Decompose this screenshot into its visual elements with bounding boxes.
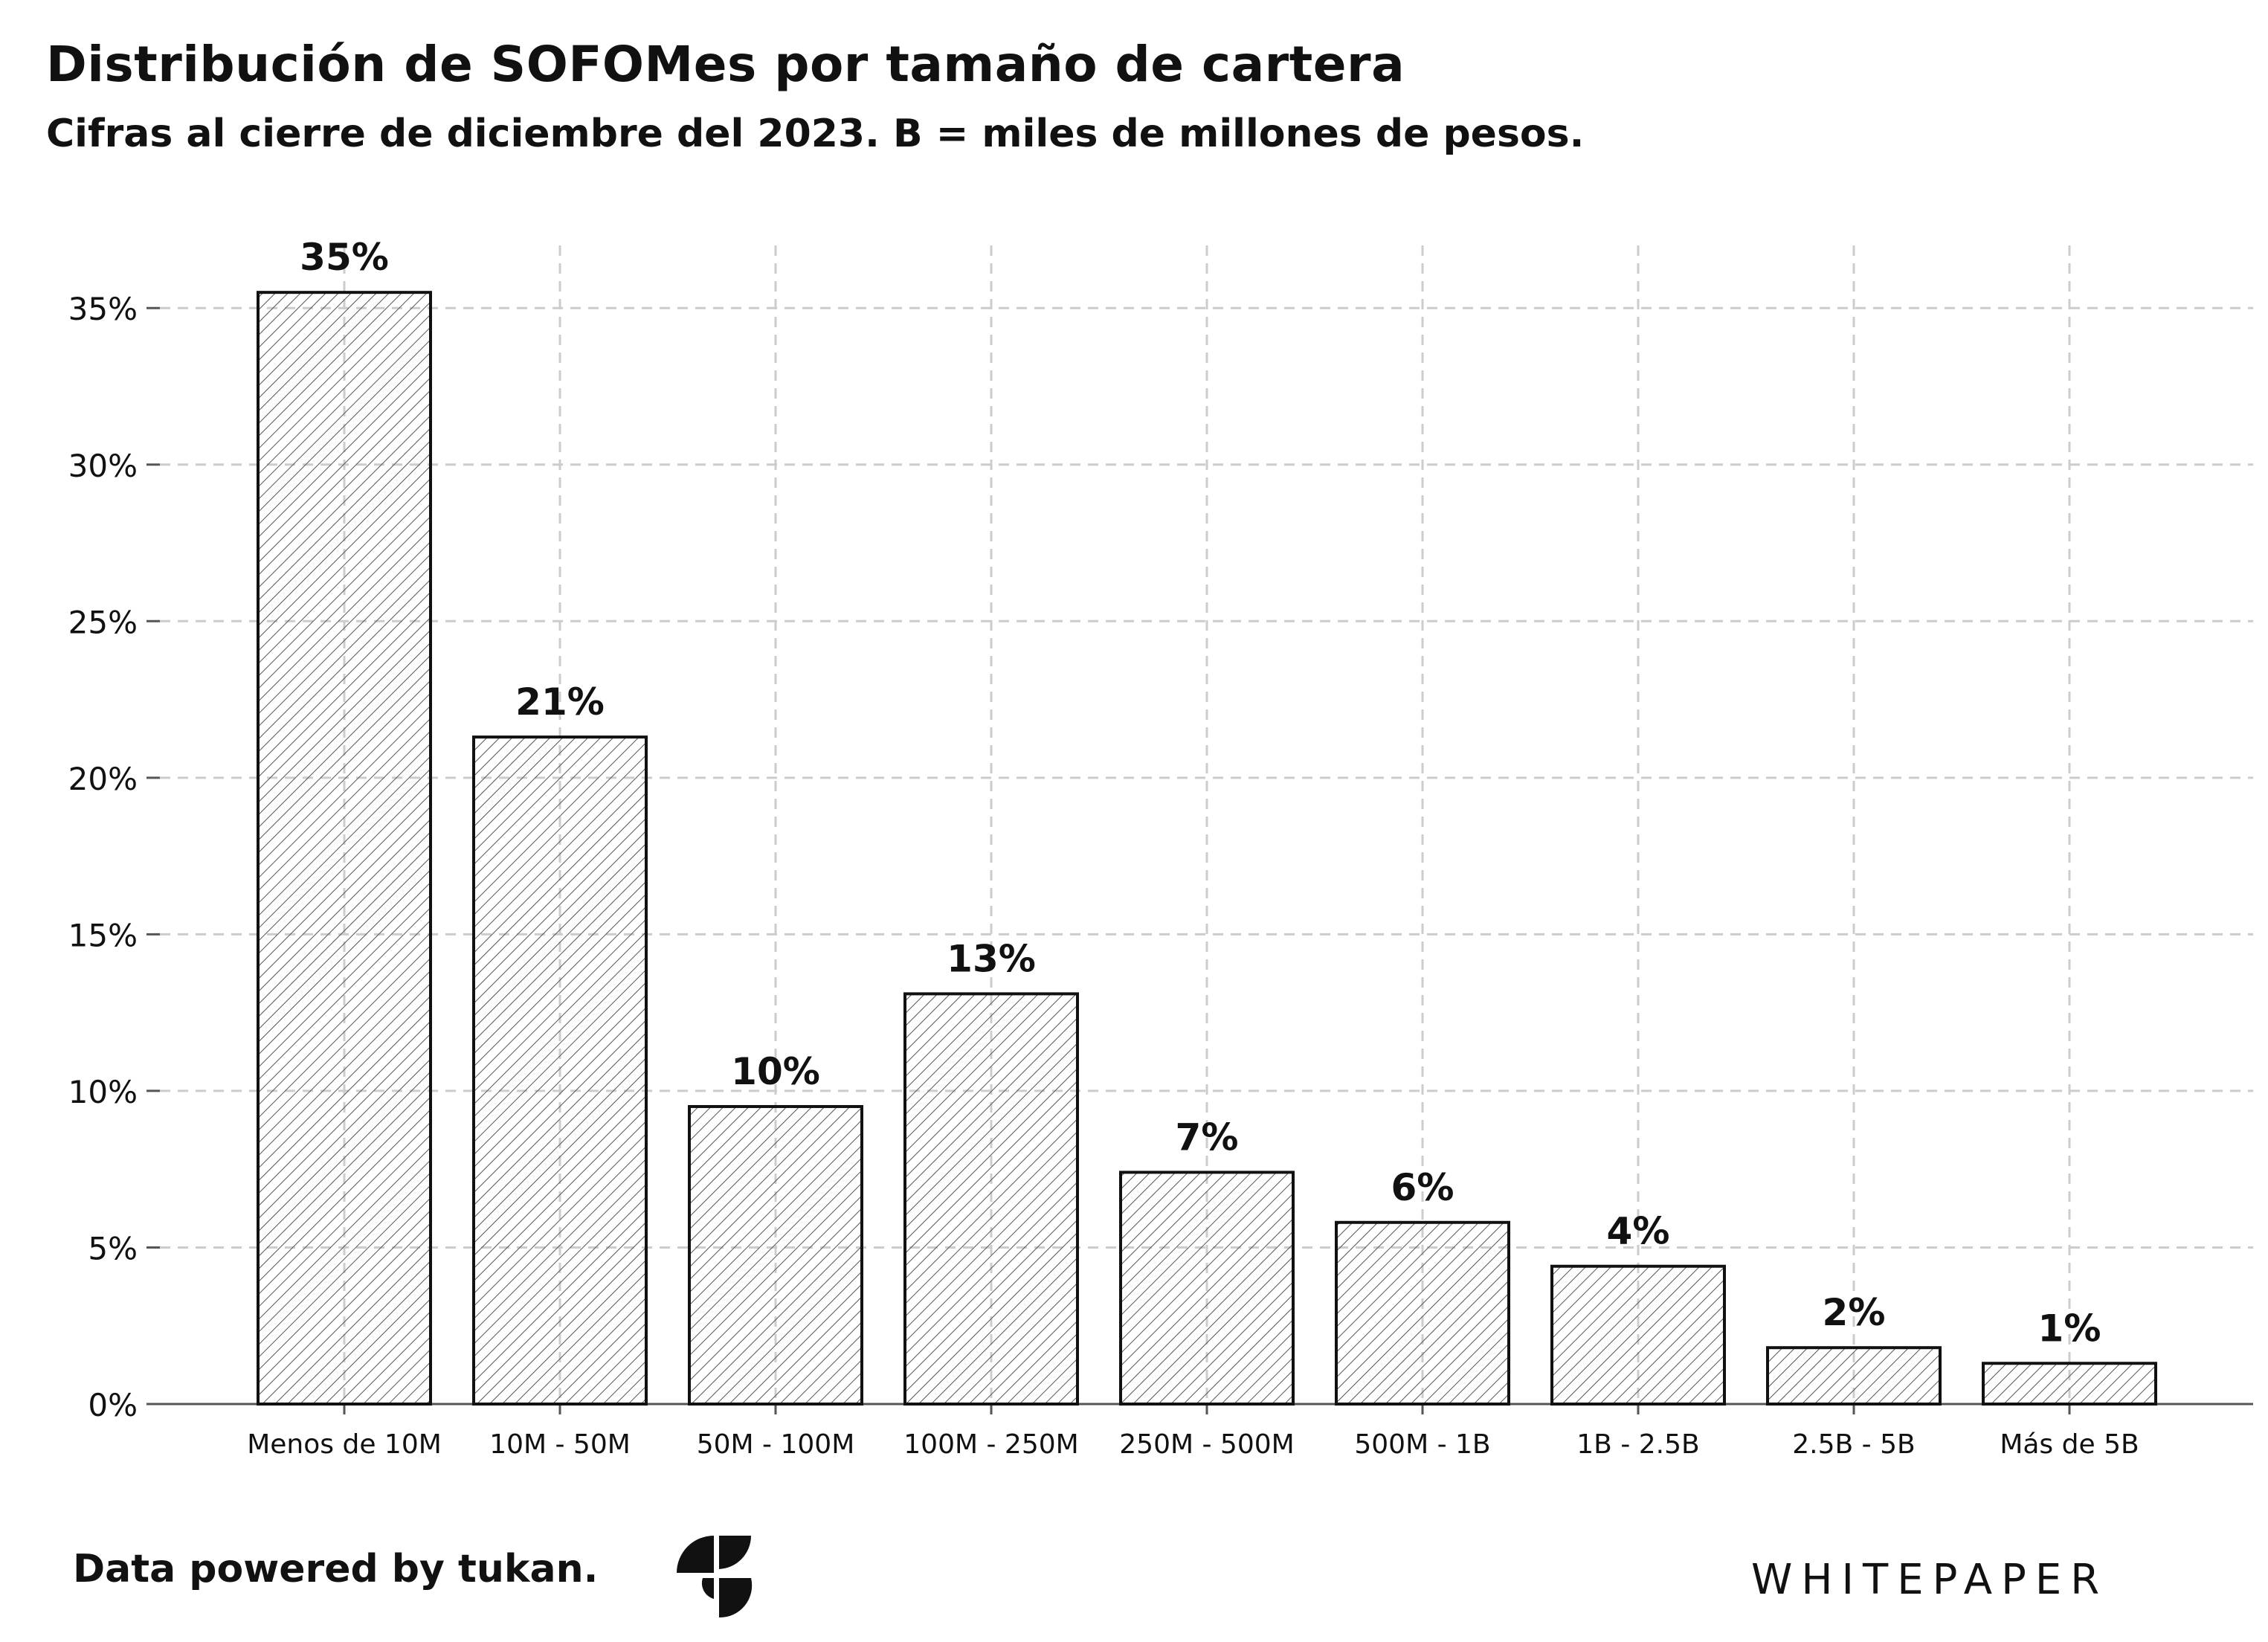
data-credit: Data powered by tukan.	[73, 1547, 599, 1591]
x-tick-label: 50M - 100M	[697, 1429, 855, 1460]
bar	[472, 735, 648, 1406]
y-tick-label: 20%	[68, 761, 138, 797]
bar	[1766, 1346, 1942, 1406]
brand-wordmark: WHITEPAPER	[1751, 1556, 2109, 1604]
bar-value-label: 7%	[1176, 1115, 1239, 1159]
bar-value-label: 2%	[1823, 1291, 1886, 1334]
tukan-logo-icon	[673, 1532, 755, 1624]
bar	[1982, 1362, 2157, 1406]
chart-subtitle: Cifras al cierre de diciembre del 2023. …	[46, 112, 1585, 156]
bar	[903, 992, 1079, 1406]
x-tick-label: 1B - 2.5B	[1576, 1429, 1699, 1460]
bar-value-label: 10%	[731, 1050, 820, 1093]
bar-value-label: 21%	[515, 680, 605, 724]
y-tick-label: 5%	[88, 1230, 138, 1266]
bar-value-label: 6%	[1391, 1166, 1454, 1209]
bar	[688, 1104, 863, 1406]
bar-value-label: 1%	[2038, 1307, 2101, 1350]
bar	[1119, 1171, 1295, 1406]
bar	[257, 291, 432, 1406]
x-tick-label: 500M - 1B	[1354, 1429, 1490, 1460]
bar-value-label: 13%	[947, 937, 1036, 980]
bar-value-label: 35%	[300, 236, 389, 279]
bar-chart: 0% 5% 10% 15% 20% 25% 30% 35% 35% Menos de 10M 21%…	[68, 236, 2253, 1460]
bar	[1550, 1264, 1726, 1406]
chart-title: Distribución de SOFOMes por tamaño de ca…	[46, 36, 1405, 93]
x-tick-label: Menos de 10M	[247, 1429, 442, 1460]
y-tick-label: 35%	[68, 291, 138, 327]
bar-value-label: 4%	[1607, 1210, 1670, 1253]
y-tick-label: 15%	[68, 917, 138, 953]
y-tick-label: 30%	[68, 448, 138, 484]
y-tick-label: 25%	[68, 604, 138, 640]
x-tick-label: 100M - 250M	[903, 1429, 1078, 1460]
x-tick-label: 10M - 50M	[489, 1429, 631, 1460]
y-tick-label: 10%	[68, 1074, 138, 1110]
bar	[1335, 1220, 1510, 1406]
x-tick-label: 250M - 500M	[1119, 1429, 1294, 1460]
y-tick-label: 0%	[88, 1387, 138, 1423]
x-tick-label: Más de 5B	[2000, 1429, 2139, 1460]
x-tick-label: 2.5B - 5B	[1792, 1429, 1915, 1460]
